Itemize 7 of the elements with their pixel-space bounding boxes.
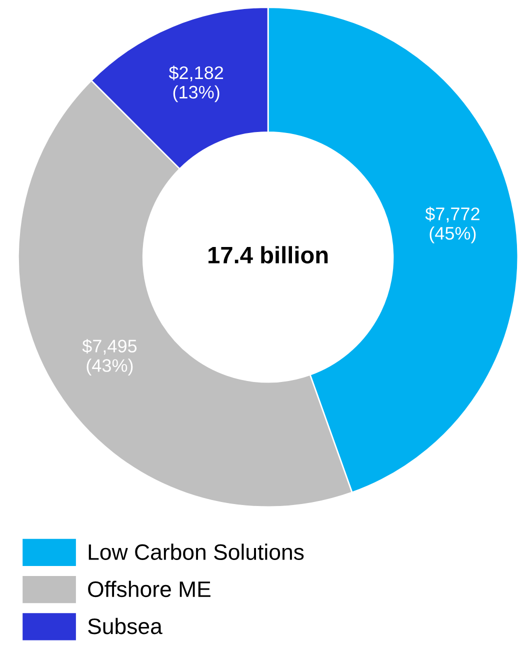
data-label: $2,182 (13%) bbox=[168, 66, 224, 102]
legend-label: Subsea bbox=[88, 618, 162, 634]
text: 17.4 billion bbox=[208, 246, 328, 264]
legend-label: Low Carbon Solutions bbox=[88, 544, 304, 560]
data-label: $7,772 (45%) bbox=[425, 206, 480, 244]
data-label: $7,495 (43%) bbox=[82, 338, 137, 376]
legend-label: Offshore ME bbox=[88, 580, 210, 598]
